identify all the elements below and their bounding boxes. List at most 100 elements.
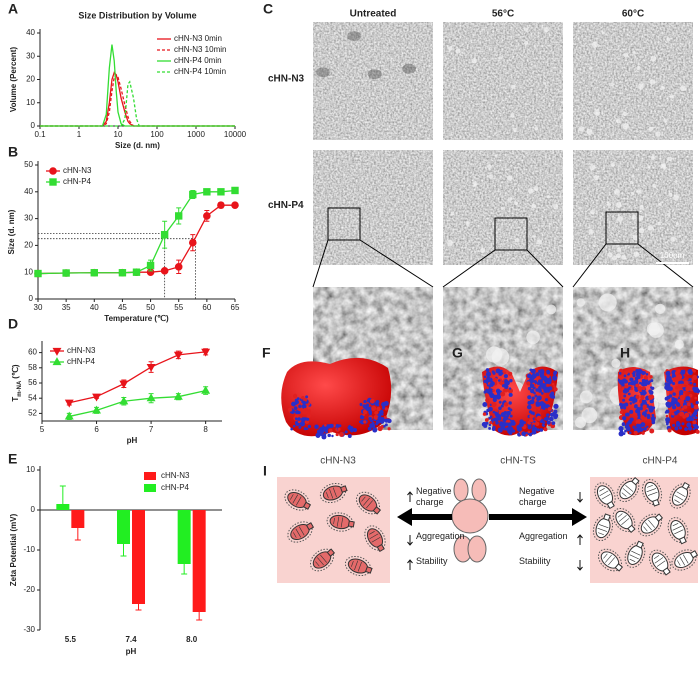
legend-label: cHN-N3 xyxy=(63,166,92,175)
charged-residue xyxy=(683,380,689,386)
x-tick-label: 5.5 xyxy=(65,635,77,644)
cell-tag xyxy=(372,506,382,515)
charged-residue xyxy=(527,386,532,391)
charged-residue xyxy=(485,398,490,403)
charged-residue xyxy=(542,407,546,411)
charged-residue xyxy=(541,420,545,424)
charged-residue xyxy=(529,377,534,383)
particle xyxy=(629,180,634,185)
panel-label: G xyxy=(452,345,463,361)
charged-residue xyxy=(363,420,367,424)
charged-residue xyxy=(619,402,623,407)
charged-residue xyxy=(365,406,370,412)
charged-residue xyxy=(618,375,624,380)
marker xyxy=(52,357,62,366)
charged-residue xyxy=(381,402,387,408)
charged-residue xyxy=(678,380,683,385)
marker xyxy=(92,393,101,402)
charged-residue xyxy=(503,402,509,407)
cell-detail xyxy=(293,526,305,538)
charged-residue xyxy=(492,397,497,403)
charged-residue xyxy=(315,432,321,438)
charged-residue xyxy=(680,383,685,388)
x-tick-label: 0.1 xyxy=(34,130,46,139)
charged-residue xyxy=(646,413,651,418)
charged-residue xyxy=(488,406,493,412)
particle xyxy=(666,37,671,42)
trend-label: Aggregation xyxy=(519,531,568,541)
y-tick-label: 20 xyxy=(26,75,35,84)
charged-residue xyxy=(637,411,641,415)
charged-residue xyxy=(629,377,634,382)
series-line xyxy=(69,351,206,404)
charged-residue xyxy=(509,414,513,418)
particle xyxy=(637,83,644,90)
charged-residue xyxy=(639,406,643,411)
charged-residue xyxy=(362,404,367,409)
charged-residue xyxy=(300,417,306,422)
charged-residue xyxy=(536,381,540,386)
panel-label: H xyxy=(620,345,630,361)
marker xyxy=(64,411,74,420)
charged-residue xyxy=(688,393,693,398)
charged-residue xyxy=(508,401,512,405)
charged-residue xyxy=(665,409,670,414)
panel-label: D xyxy=(8,316,18,332)
particle xyxy=(534,126,539,131)
particle xyxy=(663,118,667,123)
charged-residue xyxy=(619,410,624,414)
particle xyxy=(678,234,682,238)
zoom-line xyxy=(572,243,607,288)
marker xyxy=(231,186,239,195)
charged-residue xyxy=(640,375,644,379)
particle-cell xyxy=(616,476,640,503)
error-bar xyxy=(120,544,127,557)
charged-residue xyxy=(491,427,496,431)
particle xyxy=(657,222,662,226)
charged-residue xyxy=(508,430,513,435)
marker xyxy=(217,188,225,196)
particle xyxy=(632,234,639,241)
charged-residue xyxy=(534,394,538,398)
charged-residue xyxy=(374,410,379,415)
particle xyxy=(611,255,617,261)
charged-residue xyxy=(624,402,629,407)
x-tick-label: 7.4 xyxy=(125,635,137,644)
charged-residue xyxy=(682,386,685,390)
particle xyxy=(593,244,596,248)
charged-residue xyxy=(298,404,302,409)
charged-residue xyxy=(293,406,298,410)
charged-residue xyxy=(627,420,632,425)
legend-swatch xyxy=(144,484,156,492)
charged-residue xyxy=(508,387,512,390)
charged-residue xyxy=(643,381,648,387)
charged-residue xyxy=(499,423,503,427)
charged-residue xyxy=(632,374,636,378)
charged-residue xyxy=(642,390,647,395)
particle xyxy=(450,211,455,216)
particle xyxy=(601,31,605,35)
charged-residue xyxy=(536,428,540,432)
panel-label: C xyxy=(263,1,273,17)
y-tick-label: 0 xyxy=(29,294,34,303)
particle-cell xyxy=(637,513,664,537)
charged-residue xyxy=(549,393,555,399)
charged-residue xyxy=(538,379,541,382)
marker xyxy=(231,201,239,209)
charged-residue xyxy=(294,399,299,405)
charged-residue xyxy=(623,406,627,410)
particle xyxy=(531,203,537,209)
charged-residue xyxy=(641,378,646,383)
charged-residue xyxy=(683,405,688,409)
charged-residue xyxy=(641,386,646,391)
charged-residue xyxy=(553,385,556,388)
charged-residue xyxy=(527,404,532,410)
charged-residue xyxy=(684,412,690,418)
particle xyxy=(578,126,585,132)
zoom-line xyxy=(312,239,329,288)
charged-residue xyxy=(328,428,333,433)
charged-residue xyxy=(552,375,558,381)
y-tick-label: 40 xyxy=(24,187,33,196)
charged-residue xyxy=(624,413,629,417)
x-tick-label: 35 xyxy=(62,303,71,312)
